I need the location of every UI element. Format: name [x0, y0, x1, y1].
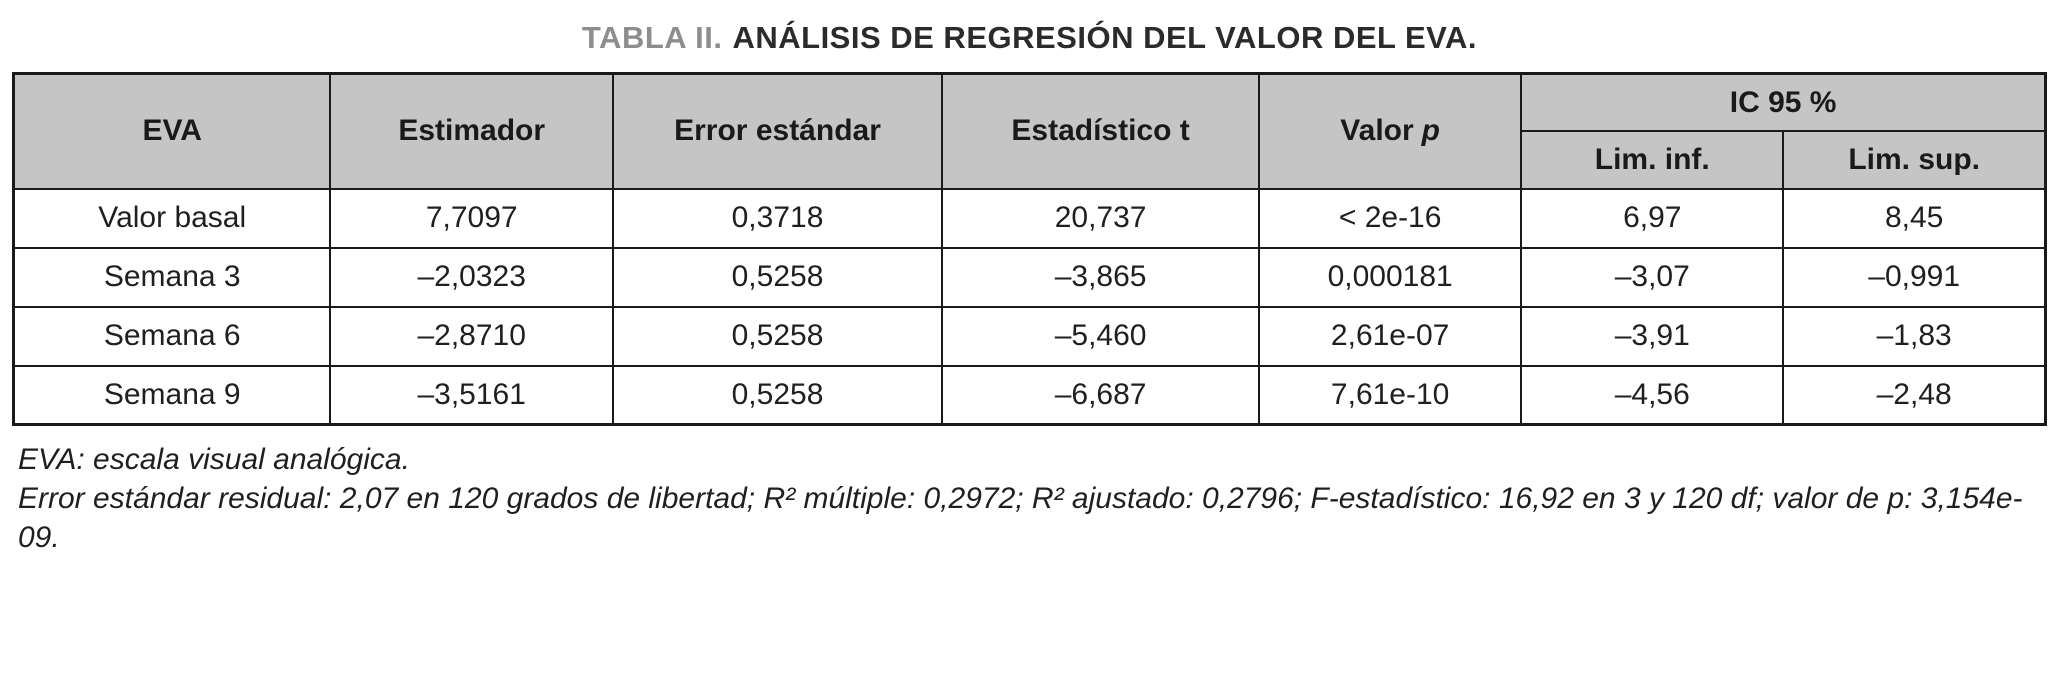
cell-eva: Semana 9	[12, 364, 332, 426]
cell-lim-sup: 8,45	[1782, 187, 2047, 249]
cell-error: 0,5258	[611, 305, 944, 367]
cell-error: 0,5258	[611, 246, 944, 308]
cell-estimador: –3,5161	[329, 364, 614, 426]
cell-error: 0,5258	[611, 364, 944, 426]
cell-eva: Semana 6	[12, 305, 332, 367]
cell-p: < 2e-16	[1258, 187, 1523, 249]
cell-lim-inf: –3,07	[1520, 246, 1785, 308]
col-header-eva: EVA	[12, 72, 332, 190]
table-title: TABLA II. ANÁLISIS DE REGRESIÓN DEL VALOR…	[12, 20, 2047, 56]
cell-t: 20,737	[941, 187, 1261, 249]
valor-p-symbol: p	[1421, 114, 1440, 148]
table-row: Semana 9 –3,5161 0,5258 –6,687 7,61e-10 …	[12, 364, 2047, 426]
table-title-text: ANÁLISIS DE REGRESIÓN DEL VALOR DEL EVA.	[732, 20, 1478, 55]
cell-t: –3,865	[941, 246, 1261, 308]
col-header-estadistico-t: Estadístico t	[941, 72, 1261, 190]
table-row: Valor basal 7,7097 0,3718 20,737 < 2e-16…	[12, 187, 2047, 249]
footnote-statistics: Error estándar residual: 2,07 en 120 gra…	[18, 482, 2023, 554]
cell-lim-inf: –3,91	[1520, 305, 1785, 367]
cell-lim-inf: –4,56	[1520, 364, 1785, 426]
col-header-valor-p: Valor p	[1258, 72, 1523, 190]
cell-error: 0,3718	[611, 187, 944, 249]
cell-t: –5,460	[941, 305, 1261, 367]
header-row-main: EVA Estimador Error estándar Estadístico…	[12, 72, 2047, 190]
col-header-ic95: IC 95 %	[1520, 72, 2047, 132]
col-header-lim-inf: Lim. inf.	[1520, 130, 1785, 190]
col-header-estimador: Estimador	[329, 72, 614, 190]
regression-table: EVA Estimador Error estándar Estadístico…	[12, 72, 2047, 426]
table-row: Semana 3 –2,0323 0,5258 –3,865 0,000181 …	[12, 246, 2047, 308]
cell-estimador: –2,0323	[329, 246, 614, 308]
col-header-error-estandar: Error estándar	[611, 72, 944, 190]
header-row-ic-limits: Lim. inf. Lim. sup.	[14, 130, 2047, 190]
cell-p: 0,000181	[1258, 246, 1523, 308]
table-row: Semana 6 –2,8710 0,5258 –5,460 2,61e-07 …	[12, 305, 2047, 367]
cell-lim-inf: 6,97	[1520, 187, 1785, 249]
col-header-lim-sup: Lim. sup.	[1782, 130, 2047, 190]
footnotes: EVA: escala visual analógica. Error está…	[18, 440, 2048, 557]
cell-p: 2,61e-07	[1258, 305, 1523, 367]
footnote-abbreviation: EVA: escala visual analógica.	[18, 443, 410, 476]
cell-eva: Semana 3	[12, 246, 332, 308]
cell-estimador: 7,7097	[329, 187, 614, 249]
cell-t: –6,687	[941, 364, 1261, 426]
valor-p-prefix: Valor	[1340, 114, 1414, 148]
cell-eva: Valor basal	[12, 187, 332, 249]
cell-lim-sup: –0,991	[1782, 246, 2047, 308]
cell-p: 7,61e-10	[1258, 364, 1523, 426]
cell-lim-sup: –2,48	[1782, 364, 2047, 426]
table-title-label: TABLA II.	[581, 20, 723, 55]
cell-estimador: –2,8710	[329, 305, 614, 367]
cell-lim-sup: –1,83	[1782, 305, 2047, 367]
